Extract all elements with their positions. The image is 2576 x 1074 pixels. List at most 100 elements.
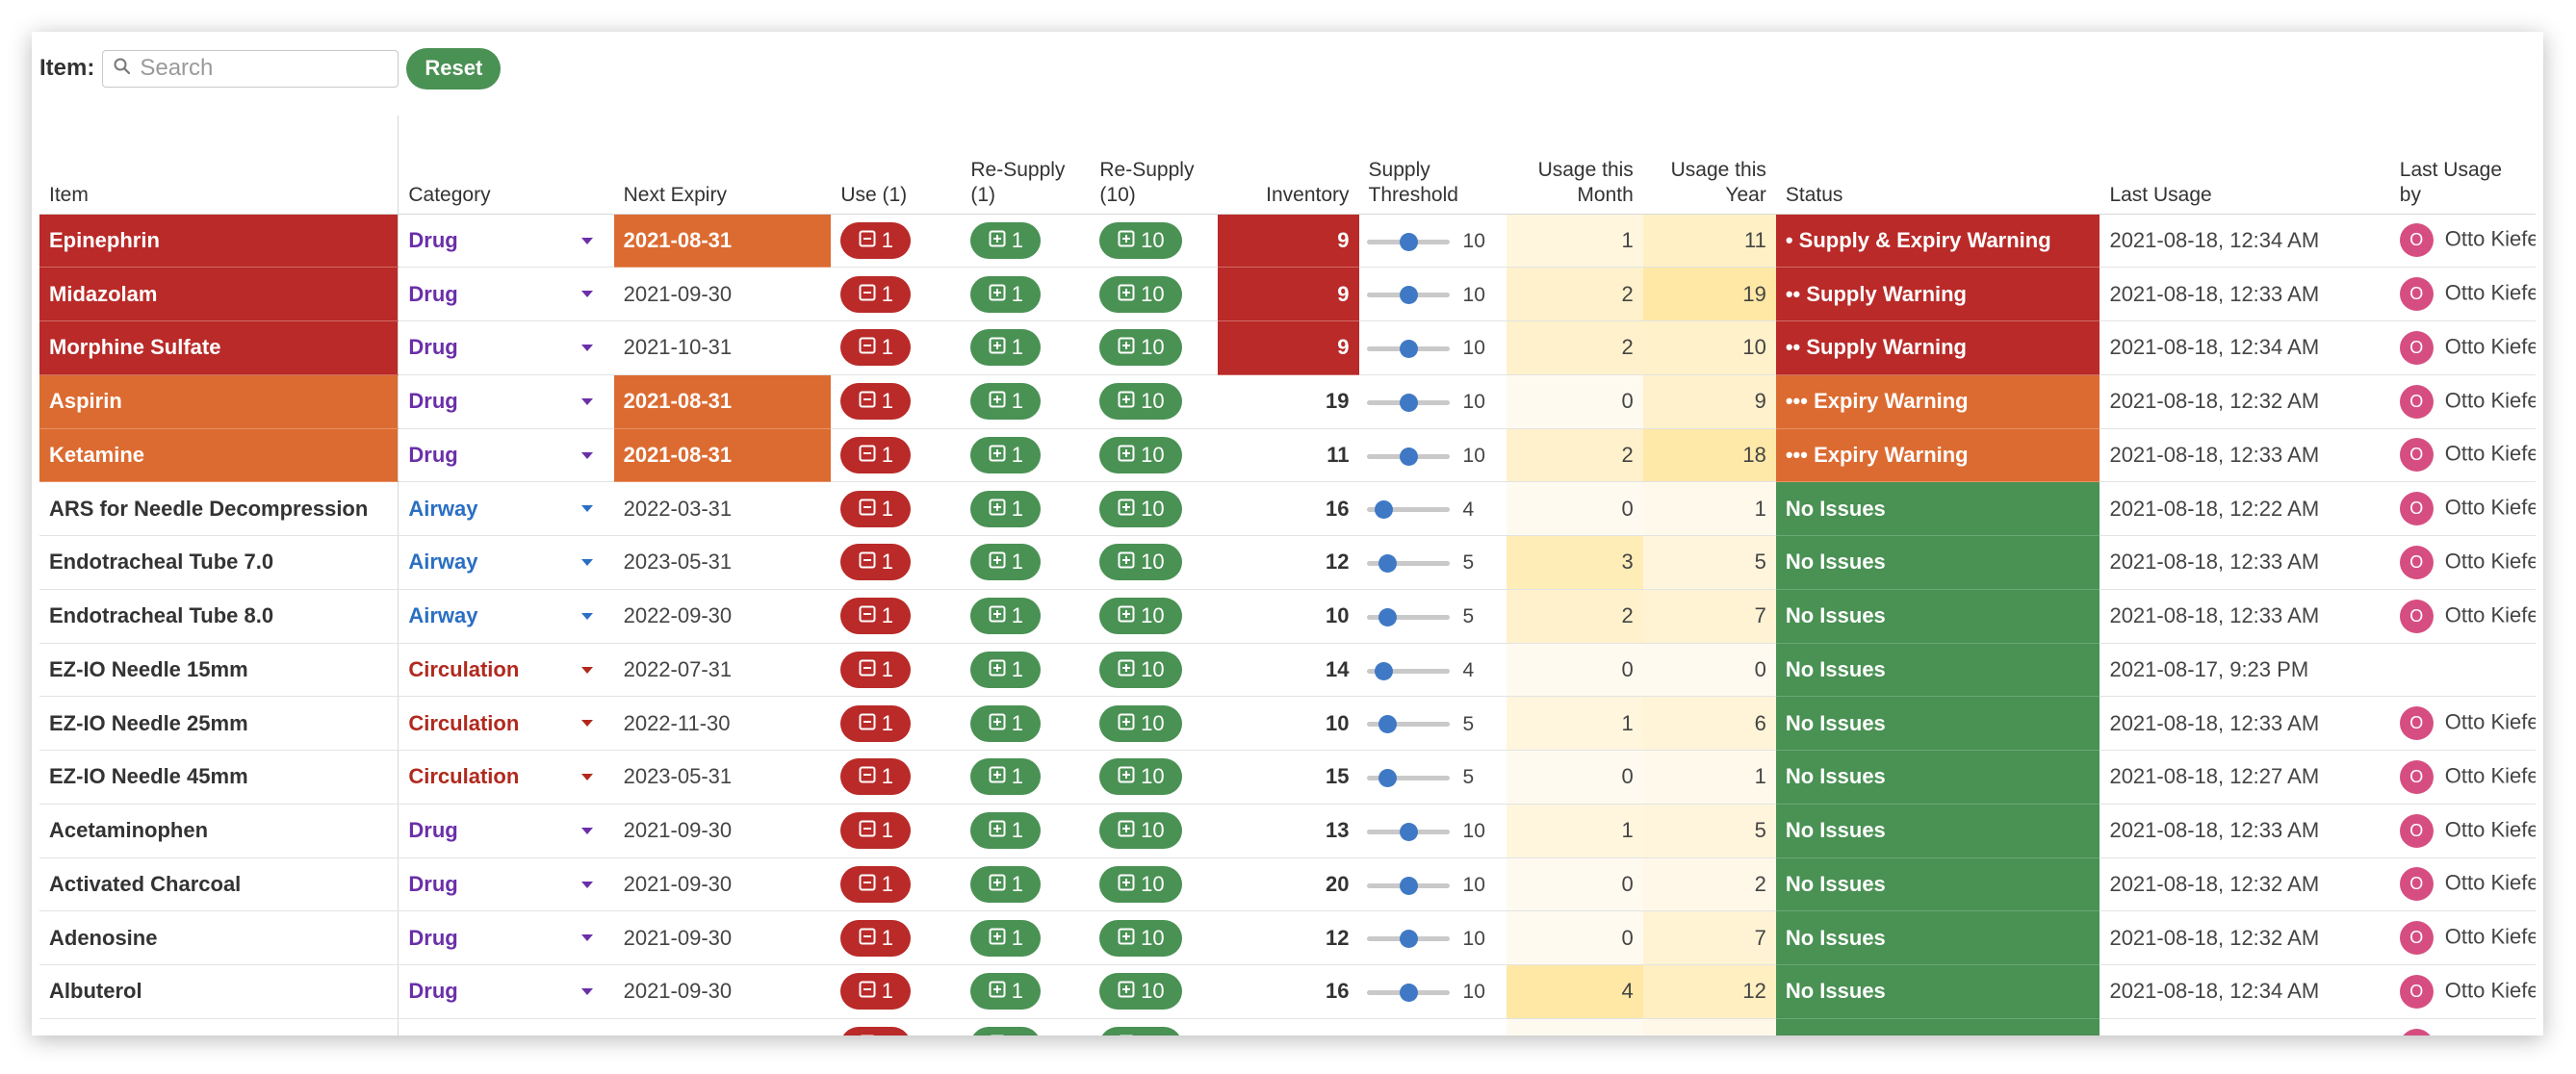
category-select[interactable]: Drug [398,857,614,912]
category-select[interactable]: Drug [398,214,614,268]
slider-track[interactable] [1366,769,1450,788]
resupply-ten-button[interactable]: 10 [1099,865,1183,903]
chevron-down-icon[interactable] [580,505,593,513]
resupply-ten-button[interactable]: 10 [1099,812,1183,850]
resupply-one-button[interactable]: 1 [970,919,1042,957]
use-one-button[interactable]: 1 [840,329,912,367]
use-one-button[interactable]: 1 [840,865,912,903]
col-header-inventory[interactable]: Inventory [1218,115,1359,215]
use-one-button[interactable]: 1 [840,704,912,742]
avatar[interactable]: O [2399,867,2434,902]
slider-track[interactable] [1366,661,1450,680]
avatar[interactable]: O [2399,277,2434,312]
slider-handle[interactable] [1378,554,1398,574]
use-one-button[interactable]: 1 [840,490,912,527]
category-select[interactable]: Airway [398,535,614,590]
resupply-one-button[interactable]: 1 [970,651,1042,688]
threshold-slider[interactable] [1366,822,1450,841]
slider-handle[interactable] [1378,769,1398,788]
resupply-one-button[interactable]: 1 [970,275,1042,313]
slider-handle[interactable] [1374,661,1393,680]
threshold-slider[interactable] [1366,876,1450,895]
resupply-one-button[interactable]: 1 [970,221,1042,259]
threshold-slider[interactable] [1366,232,1450,251]
slider-track[interactable] [1366,715,1450,734]
avatar[interactable]: O [2399,545,2434,579]
threshold-slider[interactable] [1366,930,1450,949]
resupply-ten-button[interactable]: 10 [1099,329,1183,367]
chevron-down-icon[interactable] [580,666,593,674]
slider-track[interactable] [1366,447,1450,466]
slider-handle[interactable] [1399,447,1418,466]
slider-handle[interactable] [1399,930,1418,949]
category-select[interactable]: Drug [398,1018,614,1036]
resupply-ten-button[interactable]: 10 [1099,651,1183,688]
slider-handle[interactable] [1399,822,1418,841]
use-one-button[interactable]: 1 [840,275,912,313]
col-header-usage-month[interactable]: Usage this Month [1506,115,1643,215]
resupply-one-button[interactable]: 1 [970,865,1042,903]
threshold-slider[interactable] [1366,661,1450,680]
chevron-down-icon[interactable] [580,451,593,459]
slider-handle[interactable] [1399,286,1418,305]
threshold-slider[interactable] [1366,769,1450,788]
chevron-down-icon[interactable] [580,345,593,351]
resupply-one-button[interactable]: 1 [970,973,1042,1010]
chevron-down-icon[interactable] [580,934,593,942]
resupply-ten-button[interactable]: 10 [1099,383,1183,421]
avatar[interactable]: O [2399,384,2434,419]
use-one-button[interactable]: 1 [840,973,912,1010]
threshold-slider[interactable] [1366,607,1450,626]
use-one-button[interactable]: 1 [840,436,912,473]
use-one-button[interactable]: 1 [840,598,912,635]
avatar[interactable]: O [2399,492,2434,526]
resupply-one-button[interactable]: 1 [970,812,1042,850]
avatar[interactable]: O [2399,599,2434,633]
chevron-down-icon[interactable] [580,237,593,244]
category-select[interactable]: Drug [398,267,614,321]
resupply-one-button[interactable]: 1 [970,544,1042,581]
use-one-button[interactable]: 1 [840,919,912,957]
col-header-use[interactable]: Use (1) [831,115,962,215]
avatar[interactable]: O [2399,223,2434,258]
slider-track[interactable] [1366,607,1450,626]
slider-track[interactable] [1366,232,1450,251]
resupply-ten-button[interactable]: 10 [1099,221,1183,259]
avatar[interactable]: O [2399,1028,2434,1036]
col-header-supply-threshold[interactable]: Supply Threshold [1358,115,1507,215]
threshold-slider[interactable] [1366,554,1450,574]
slider-track[interactable] [1366,822,1450,841]
resupply-one-button[interactable]: 1 [970,704,1042,742]
threshold-slider[interactable] [1366,340,1450,359]
resupply-ten-button[interactable]: 10 [1099,973,1183,1010]
resupply-ten-button[interactable]: 10 [1099,919,1183,957]
col-header-next-expiry[interactable]: Next Expiry [613,115,832,215]
chevron-down-icon[interactable] [580,397,593,405]
search-input[interactable] [138,54,389,83]
resupply-one-button[interactable]: 1 [970,598,1042,635]
threshold-slider[interactable] [1366,393,1450,412]
use-one-button[interactable]: 1 [840,758,912,796]
slider-track[interactable] [1366,286,1450,305]
avatar[interactable]: O [2399,813,2434,848]
col-header-last-usage[interactable]: Last Usage [2099,115,2390,215]
resupply-one-button[interactable]: 1 [970,436,1042,473]
slider-handle[interactable] [1378,715,1398,734]
use-one-button[interactable]: 1 [840,544,912,581]
col-header-last-usage-by[interactable]: Last Usage by [2389,115,2536,215]
col-header-resupply-10[interactable]: Re-Supply (10) [1090,115,1219,215]
search-box[interactable] [102,49,399,88]
slider-handle[interactable] [1399,232,1418,251]
resupply-ten-button[interactable]: 10 [1099,436,1183,473]
avatar[interactable]: O [2399,759,2434,794]
slider-handle[interactable] [1399,340,1418,359]
slider-handle[interactable] [1374,500,1393,520]
col-header-status[interactable]: Status [1775,115,2100,215]
resupply-ten-button[interactable]: 10 [1099,275,1183,313]
slider-track[interactable] [1366,984,1450,1003]
resupply-ten-button[interactable]: 10 [1099,490,1183,527]
category-select[interactable]: Circulation [398,750,614,805]
col-header-item[interactable]: Item [39,115,399,215]
avatar[interactable]: O [2399,438,2434,473]
resupply-ten-button[interactable]: 10 [1099,758,1183,796]
